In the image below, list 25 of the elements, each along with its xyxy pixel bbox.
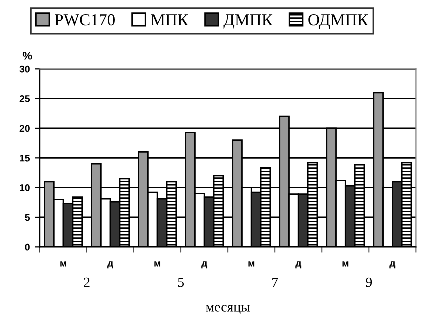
- legend-label: PWC170: [55, 14, 116, 26]
- y-tick-label: 0: [25, 244, 30, 251]
- x-tick-label: м: [248, 262, 255, 267]
- x-tick-label: м: [154, 262, 161, 267]
- x-tick-label: д: [390, 262, 396, 269]
- legend-label: ДМПК: [224, 14, 274, 30]
- legend-label: МПК: [151, 14, 189, 26]
- text: 2: [84, 278, 90, 288]
- x-tick-label: д: [202, 262, 208, 269]
- legend-label: ОДМПК: [308, 14, 369, 30]
- x-axis-title: месяцы: [206, 305, 250, 314]
- x-tick-label: д: [108, 262, 114, 269]
- y-tick-label: 20: [20, 125, 30, 132]
- x-tick-label: д: [296, 262, 302, 269]
- x-tick-label: м: [60, 262, 66, 267]
- y-tick-label: 30: [20, 66, 30, 73]
- y-tick-label: 10: [20, 184, 30, 192]
- text: 9: [366, 278, 372, 288]
- text: 7: [272, 278, 278, 288]
- text: 5: [178, 278, 184, 288]
- x-tick-label: м: [342, 262, 349, 267]
- y-tick-label: 15: [20, 154, 30, 162]
- y-axis-title: %: [22, 52, 32, 60]
- y-tick-label: 25: [20, 96, 30, 102]
- y-tick-label: 5: [25, 214, 30, 222]
